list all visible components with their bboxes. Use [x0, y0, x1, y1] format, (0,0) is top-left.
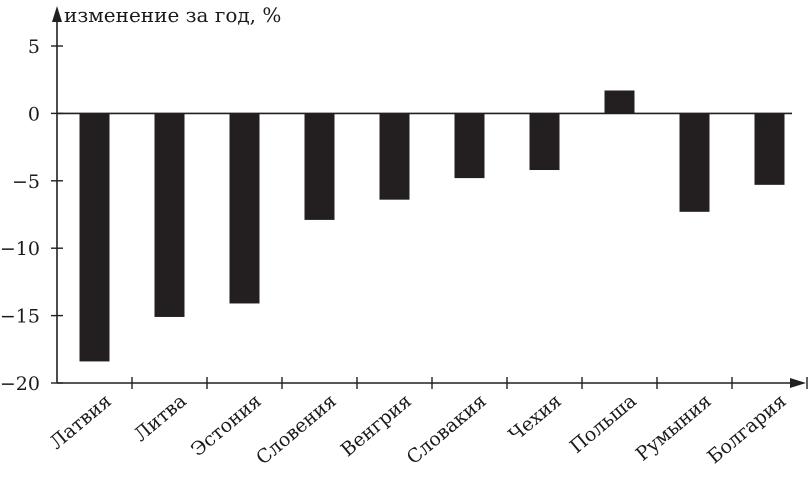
bar — [604, 90, 635, 114]
x-category-label: Чехия — [505, 390, 566, 446]
y-tick-label: −10 — [0, 238, 40, 260]
y-tick-label: −15 — [0, 306, 40, 328]
x-category-label: Литва — [130, 390, 191, 446]
bar — [529, 113, 560, 171]
y-axis-arrow — [52, 6, 62, 22]
bar — [679, 113, 710, 212]
x-category-label: Болгария — [703, 390, 790, 468]
bar — [454, 113, 485, 179]
y-tick-label: −20 — [0, 373, 40, 395]
bar — [229, 113, 260, 304]
x-category-label: Польша — [566, 390, 641, 458]
x-category-label: Словакия — [403, 390, 491, 469]
x-ticks: Латвия ЛитваЭстонияСловенияВенгрияСловаки… — [46, 377, 808, 469]
x-category-label: Словения — [252, 390, 341, 469]
y-tick-label: 0 — [28, 103, 40, 125]
bar — [79, 113, 110, 362]
y-tick-label: 5 — [28, 36, 40, 58]
bars — [79, 90, 785, 362]
bar — [754, 113, 785, 185]
y-tick-label: −5 — [12, 171, 40, 193]
y-ticks: 5 0 −5 −10 −15 −20 — [0, 36, 63, 395]
x-category-label: Румыния — [632, 390, 716, 465]
bar — [379, 113, 410, 200]
bar — [154, 113, 185, 317]
y-axis-title: изменение за год, % — [64, 3, 281, 27]
x-category-label: Латвия — [46, 390, 116, 454]
x-axis-arrow — [790, 378, 806, 388]
bar — [304, 113, 335, 220]
